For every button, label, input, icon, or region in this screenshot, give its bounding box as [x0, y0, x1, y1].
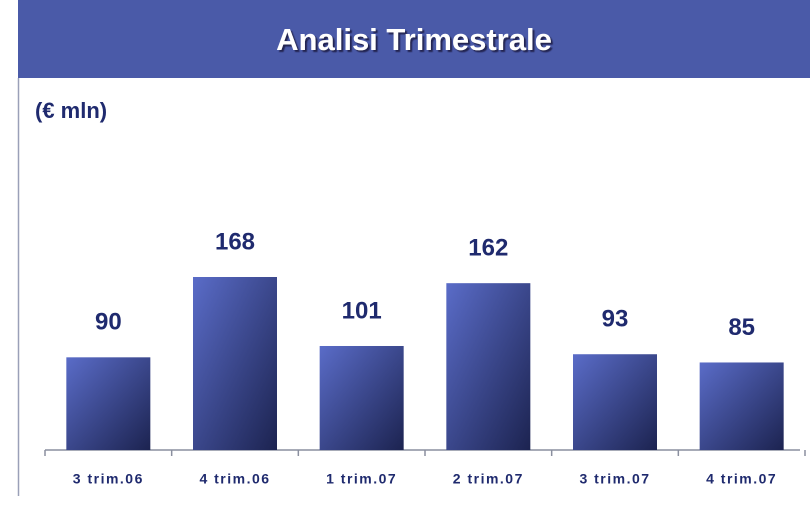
title-band [18, 0, 810, 78]
bar [319, 345, 404, 450]
bar [573, 354, 657, 450]
value-label: 168 [215, 228, 255, 255]
value-label: 93 [602, 306, 629, 333]
value-label: 90 [95, 309, 122, 336]
bar [66, 357, 151, 450]
chart-subtitle: (€ mln) [35, 98, 107, 123]
bar [699, 362, 784, 450]
x-tick-label: 3 trim.06 [73, 471, 144, 487]
x-tick-label: 4 trim.06 [199, 471, 270, 487]
bar [446, 283, 531, 450]
value-label: 101 [342, 297, 382, 324]
x-tick-label: 1 trim.07 [326, 471, 397, 487]
value-label: 85 [728, 314, 755, 341]
value-label: 162 [468, 235, 508, 262]
bar [193, 277, 277, 450]
x-tick-label: 2 trim.07 [453, 471, 524, 487]
x-tick-label: 3 trim.07 [579, 471, 650, 487]
x-tick-label: 4 trim.07 [706, 471, 777, 487]
chart-title: Analisi Trimestrale [276, 22, 552, 57]
